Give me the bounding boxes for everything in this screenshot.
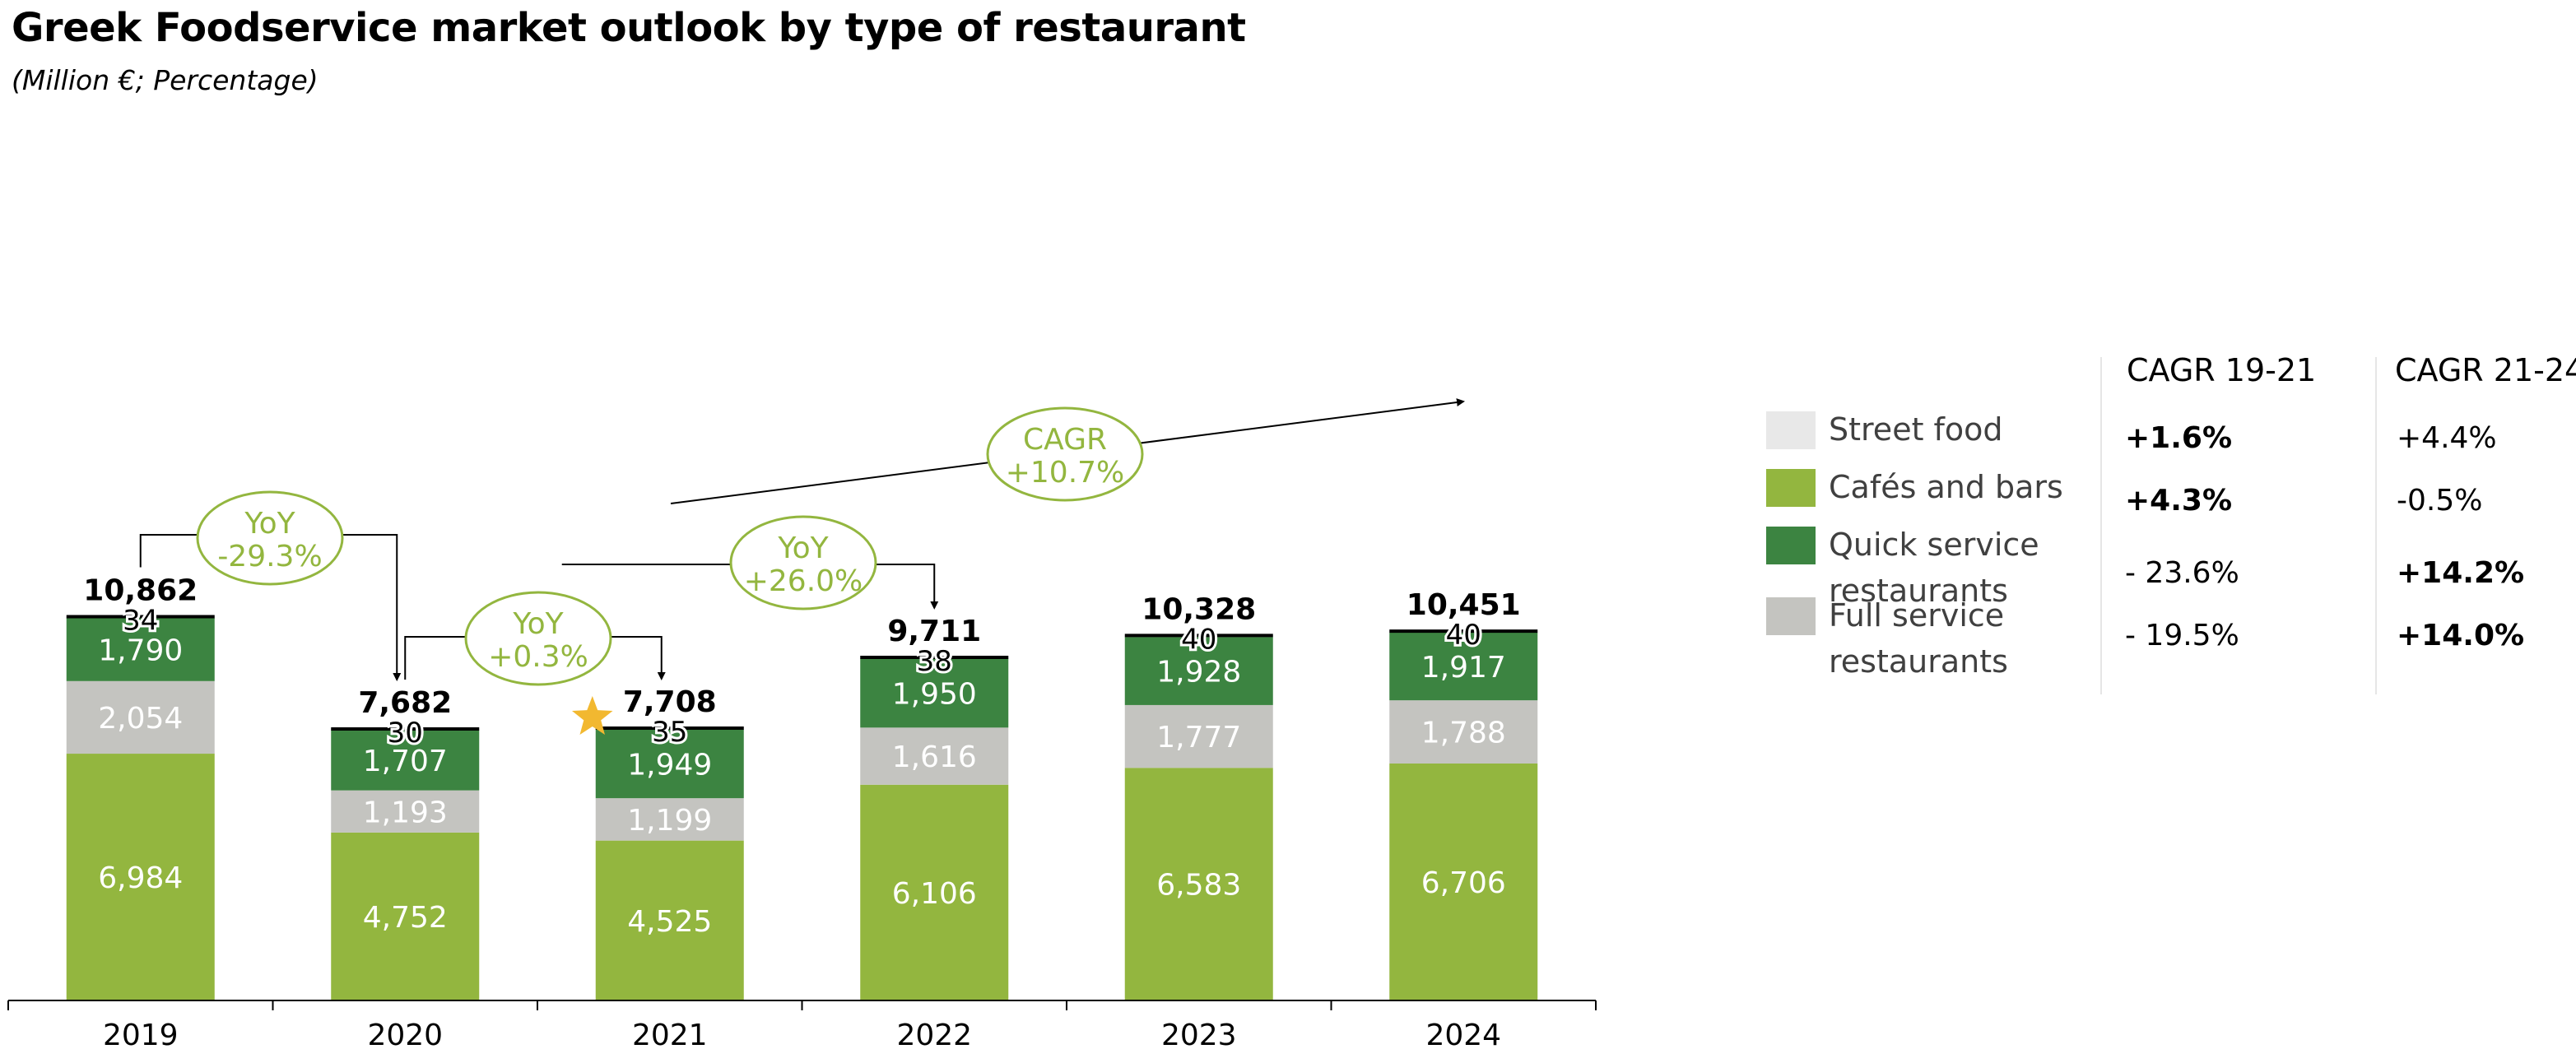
legend-swatch [1766,469,1816,507]
total-label-2021: 7,708 [623,685,717,719]
yoy-callout-2019-2020-bubble [196,490,344,586]
legend-label: Street food [1829,411,2003,448]
total-label-2022: 9,711 [887,615,981,648]
bars-layer [66,615,1538,1000]
cagr-callout-label: CAGR [1023,423,1107,457]
highlight-star-icon [572,696,613,735]
value-label-street-food-2022: 38 [917,645,952,678]
bar-quick-service-2021 [595,729,744,799]
bar-full-service-2020 [331,790,480,833]
cagr-col1-header: CAGR 19-21 [2127,352,2317,388]
x-tick-label-2022: 2022 [896,1019,972,1052]
cagr-21-24-value: -0.5% [2397,484,2483,518]
cagr-col2-divider [2375,357,2377,694]
bar-cafes-bars-2024 [1389,763,1538,1000]
value-label-full-service-2021: 1,199 [627,804,712,838]
cagr-19-21-value: - 19.5% [2125,619,2239,652]
bar-quick-service-2022 [860,658,1009,728]
bar-full-service-2019 [66,680,215,754]
bar-quick-service-2024 [1389,632,1538,701]
value-label-street-food-2020: 30 [388,717,423,750]
yoy-callout-2021-2022-bubble [729,515,877,610]
bar-cafes-bars-2021 [595,840,744,1000]
yoy-callout-2020-2021-value: +0.3% [488,640,588,674]
legend-label: Quick service [1829,527,2039,563]
total-label-2020: 7,682 [358,686,452,720]
bar-quick-service-2019 [66,617,215,681]
value-label-quick-service-2019: 1,790 [98,634,183,667]
value-label-full-service-2024: 1,788 [1421,717,1506,750]
cagr-19-21-value: +4.3% [2125,484,2233,518]
value-label-full-service-2019: 2,054 [98,702,183,736]
value-label-street-food-2024: 40 [1446,619,1481,652]
bar-cafes-bars-2022 [860,784,1009,1000]
yoy-callout-2020-2021-bubble [464,591,612,686]
x-tick-label-2023: 2023 [1161,1019,1237,1052]
value-label-street-food-2019: 34 [123,604,158,637]
value-label-cafes-bars-2021: 4,525 [627,905,712,939]
bar-full-service-2022 [860,727,1009,785]
annotations-layer: YoY-29.3%YoY+0.3%YoY+26.0%CAGR+10.7% [139,398,1465,735]
legend-swatch [1766,411,1816,449]
cagr-19-21-value: +1.6% [2125,421,2233,455]
x-axis: 2019 2020 2021 2022 2023 2024 [7,1000,1597,1052]
x-tick-label-2021: 2021 [632,1019,708,1052]
cagr-col1-divider [2100,357,2102,694]
value-label-street-food-2023: 40 [1181,623,1216,656]
value-label-full-service-2020: 1,193 [363,796,448,829]
cagr-19-21-value: - 23.6% [2125,556,2239,590]
cagr-21-24-value: +4.4% [2397,421,2497,455]
bar-quick-service-2023 [1124,637,1273,705]
bar-full-service-2023 [1124,704,1273,768]
x-tick-label-2024: 2024 [1425,1019,1501,1052]
yoy-callout-2021-2022-value: +26.0% [744,564,863,598]
cagr-21-24-value: +14.2% [2397,556,2525,590]
legend-label: restaurants [1829,573,2008,609]
value-label-cafes-bars-2019: 6,984 [98,861,183,895]
total-label-2023: 10,328 [1142,592,1256,626]
bar-cafes-bars-2019 [66,754,215,1000]
bar-quick-service-2020 [331,730,480,791]
cagr-21-24-value: +14.0% [2397,619,2525,652]
yoy-connector-2021-2022 [561,564,939,610]
legend-label: Full service [1829,597,2005,634]
bar-full-service-2021 [595,798,744,841]
value-label-quick-service-2021: 1,949 [627,748,712,782]
value-label-cafes-bars-2023: 6,583 [1156,869,1241,903]
value-label-cafes-bars-2022: 6,106 [892,877,977,911]
total-label-2019: 10,862 [83,573,198,607]
bar-cafes-bars-2020 [331,832,480,1000]
value-label-full-service-2022: 1,616 [892,740,977,774]
yoy-callout-2019-2020-value: -29.3% [217,540,322,573]
yoy-callout-2020-2021-label: YoY [512,607,564,641]
yoy-callout-2019-2020-label: YoY [244,507,295,541]
cagr-callout-bubble [986,406,1144,502]
cagr-col2-header: CAGR 21-24 [2395,352,2576,388]
x-tick-label-2019: 2019 [103,1019,179,1052]
legend-label: restaurants [1829,643,2008,680]
x-tick-label-2020: 2020 [367,1019,443,1052]
total-label-2024: 10,451 [1407,588,1521,622]
legend-swatch [1766,527,1816,564]
value-label-full-service-2023: 1,777 [1156,721,1241,754]
value-label-street-food-2021: 35 [652,716,687,749]
bar-cafes-bars-2023 [1124,768,1273,1000]
chart-title: Greek Foodservice market outlook by type… [12,5,1246,51]
cagr-callout-value: +10.7% [1006,456,1125,490]
value-label-quick-service-2024: 1,917 [1421,651,1506,685]
value-label-quick-service-2020: 1,707 [363,745,448,778]
value-label-cafes-bars-2024: 6,706 [1421,866,1506,900]
chart-subtitle: (Million €; Percentage) [12,64,319,96]
value-label-quick-service-2022: 1,950 [892,677,977,711]
legend-label: Cafés and bars [1829,469,2063,505]
legend-swatch [1766,597,1816,635]
bar-full-service-2024 [1389,700,1538,764]
value-label-cafes-bars-2020: 4,752 [363,901,448,935]
value-label-quick-service-2023: 1,928 [1156,656,1241,689]
yoy-callout-2021-2022-label: YoY [777,532,829,565]
